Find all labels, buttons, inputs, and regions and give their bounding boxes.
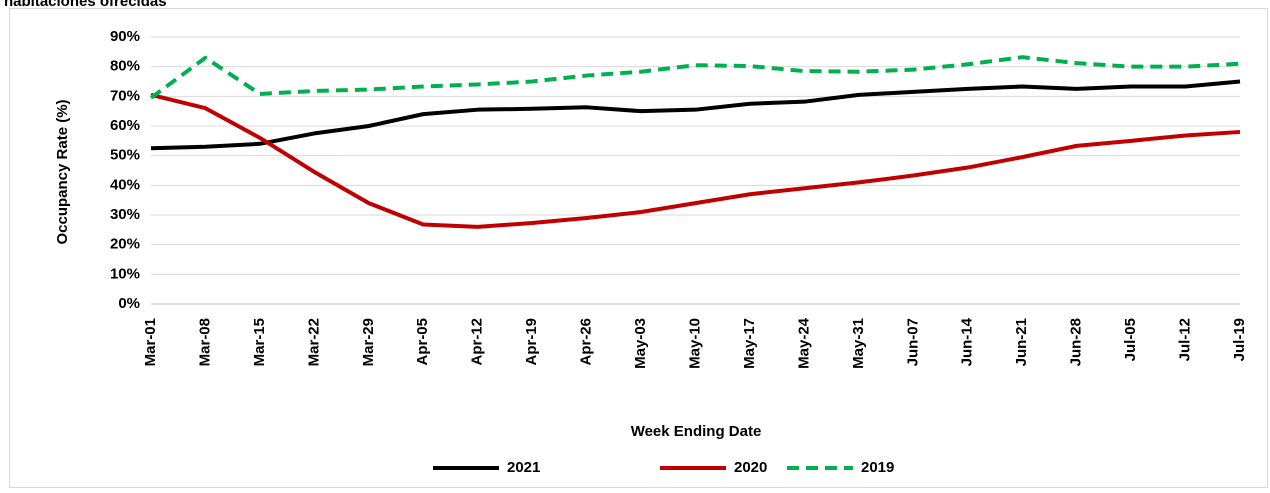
x-tick-label: Jun-28	[1068, 318, 1085, 366]
x-tick-label: Apr-26	[578, 318, 595, 366]
chart-border	[9, 8, 1268, 488]
x-tick-label: Mar-22	[305, 318, 322, 366]
y-tick-label: 70%	[110, 87, 140, 104]
x-tick-label: Jun-14	[959, 317, 976, 366]
x-tick-label: Jun-07	[904, 318, 921, 366]
x-tick-label: Jul-05	[1122, 318, 1139, 361]
x-tick-label: Mar-15	[251, 318, 268, 366]
x-tick-label: Mar-08	[196, 318, 213, 366]
y-tick-label: 80%	[110, 58, 140, 75]
y-tick-label: 10%	[110, 265, 140, 282]
series-line	[150, 79, 1241, 151]
legend-label: 2021	[507, 459, 540, 476]
y-tick-label: 50%	[110, 147, 140, 164]
series-line	[149, 55, 1241, 100]
x-tick-label: Mar-01	[142, 318, 159, 366]
x-tick-label: Jul-19	[1231, 318, 1248, 361]
x-tick-label: May-10	[686, 318, 703, 369]
x-tick-label: May-24	[795, 317, 812, 369]
x-tick-label: Apr-12	[469, 318, 486, 366]
legend-label: 2019	[861, 459, 894, 476]
y-tick-label: 40%	[110, 176, 140, 193]
x-tick-label: May-31	[850, 318, 867, 369]
y-tick-label: 90%	[110, 28, 140, 45]
x-axis-title: Week Ending Date	[631, 423, 762, 440]
y-tick-label: 30%	[110, 206, 140, 223]
x-tick-label: Jun-21	[1013, 318, 1030, 366]
x-tick-label: May-03	[632, 318, 649, 369]
y-tick-label: 20%	[110, 236, 140, 253]
x-tick-label: Apr-05	[414, 318, 431, 366]
x-tick-label: Jul-12	[1177, 318, 1194, 361]
chart-title: habitaciones ofrecidas	[4, 0, 167, 10]
x-tick-label: Apr-19	[523, 318, 540, 366]
y-tick-label: 0%	[118, 295, 140, 312]
series-line	[150, 92, 1241, 229]
y-tick-label: 60%	[110, 117, 140, 134]
x-tick-label: May-17	[741, 318, 758, 369]
x-tick-label: Mar-29	[360, 318, 377, 366]
y-axis-title: Occupancy Rate (%)	[54, 99, 71, 244]
legend-label: 2020	[734, 459, 767, 476]
